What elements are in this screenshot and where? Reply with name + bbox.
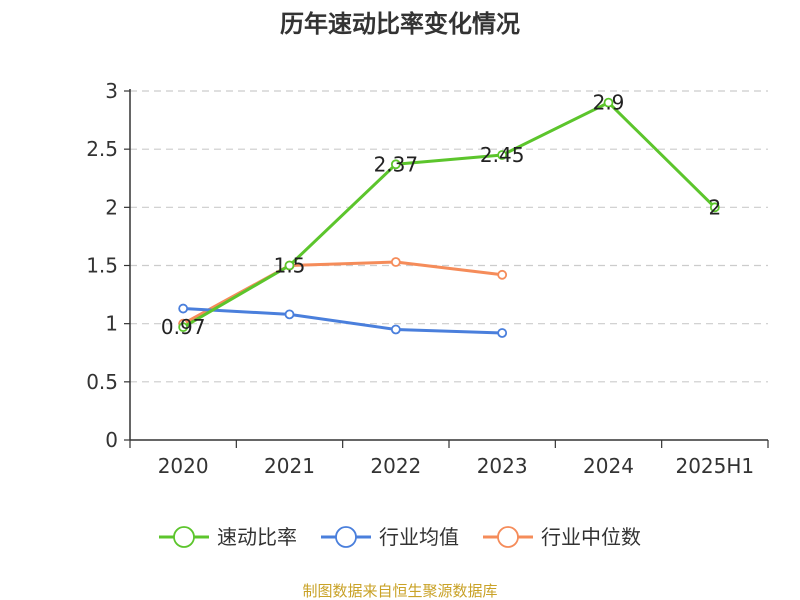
series-point-0 — [390, 159, 401, 170]
series-point-1 — [390, 324, 401, 335]
data-label: 2.9 — [593, 91, 625, 115]
x-tick-label: 2022 — [370, 454, 421, 478]
series-point-1 — [178, 303, 189, 314]
x-tick-label: 2020 — [158, 454, 209, 478]
x-tick-label: 2021 — [264, 454, 315, 478]
y-tick-label: 0 — [105, 428, 118, 452]
data-label: 2.45 — [480, 143, 525, 167]
axes: 0 0.5 1 1.5 2 2.5 3 2020 2021 2022 2023 2024 2025H1 — [86, 79, 769, 478]
legend-marker-icon — [335, 526, 357, 548]
legend-marker-icon — [497, 526, 519, 548]
y-tick-label: 1.5 — [86, 254, 118, 278]
y-tick-label: 2.5 — [86, 137, 118, 161]
legend-item-1[interactable]: 行业均值 — [321, 525, 459, 549]
series-point-0 — [284, 260, 295, 271]
series-layer — [178, 97, 720, 338]
data-labels: 0.97 1.5 2.37 2.45 2.9 2 — [161, 91, 721, 340]
y-tick-label: 1 — [105, 312, 118, 336]
data-label: 1.5 — [274, 254, 306, 278]
grid — [130, 90, 768, 383]
y-tick-label: 0.5 — [86, 370, 118, 394]
chart-title: 历年速动比率变化情况 — [280, 10, 520, 38]
series-point-0 — [709, 202, 720, 213]
series-line-2 — [182, 260, 503, 326]
legend-marker-icon — [173, 526, 195, 548]
series-point-2 — [497, 269, 508, 280]
x-tick-label: 2024 — [583, 454, 634, 478]
source-note: 制图数据来自恒生聚源数据库 — [302, 582, 497, 600]
y-tick-label: 2 — [105, 195, 118, 219]
legend-item-0[interactable]: 速动比率 — [159, 525, 297, 549]
data-label: 2 — [708, 195, 721, 219]
x-tick-label: 2025H1 — [675, 454, 754, 478]
data-label: 2.37 — [374, 152, 419, 176]
data-label: 0.97 — [161, 315, 206, 339]
legend-item-2[interactable]: 行业中位数 — [483, 525, 641, 549]
series-line-0 — [182, 101, 716, 329]
series-point-0 — [603, 97, 614, 108]
series-line-1 — [183, 307, 503, 335]
series-point-2 — [390, 257, 401, 267]
series-point-1 — [284, 309, 295, 320]
series-point-1 — [497, 328, 508, 338]
y-tick-label: 3 — [105, 79, 118, 103]
legend-label: 行业中位数 — [541, 525, 641, 549]
series-point-0 — [178, 322, 189, 333]
legend[interactable]: 速动比率 行业均值 行业中位数 — [159, 525, 641, 549]
x-tick-label: 2023 — [477, 454, 528, 478]
series-point-0 — [497, 150, 508, 160]
legend-label: 速动比率 — [217, 525, 297, 549]
legend-label: 行业均值 — [379, 525, 459, 549]
